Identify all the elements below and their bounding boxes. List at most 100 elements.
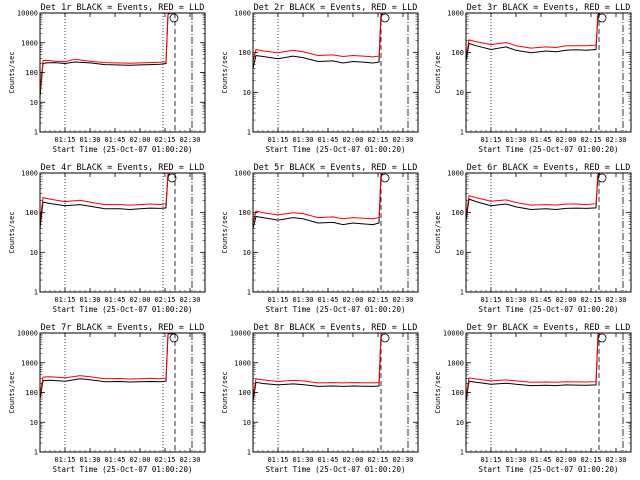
y-tick-label: 1000 xyxy=(21,170,38,178)
series-line-lld xyxy=(40,13,175,94)
x-tick-label: 02:15 xyxy=(580,296,601,304)
x-tick-label: 01:30 xyxy=(79,456,100,464)
chart-svg: Det 5r BLACK = Events, RED = LLD 01:15 01:… xyxy=(221,163,419,314)
y-tick-label: 10 xyxy=(30,419,38,427)
chart-panel: Det 6r BLACK = Events, RED = LLD 01:15 01:… xyxy=(426,160,639,320)
series-line-lld xyxy=(466,333,601,398)
plot-frame xyxy=(39,172,206,293)
x-tick-label: 02:00 xyxy=(555,456,576,464)
chart-panel: Det 9r BLACK = Events, RED = LLD 01:15 01:… xyxy=(426,320,639,480)
y-tick-label: 10 xyxy=(456,249,464,257)
x-tick-label: 02:15 xyxy=(367,456,388,464)
x-tick-label: 01:30 xyxy=(505,136,526,144)
x-tick-label: 02:00 xyxy=(555,136,576,144)
y-tick-label: 100 xyxy=(238,389,251,397)
y-tick-label: 1 xyxy=(34,289,38,297)
y-axis-label: Counts/sec xyxy=(8,211,16,253)
x-axis-label: Start Time (25-Oct-07 01:00:20) xyxy=(479,145,619,154)
y-tick-label: 1 xyxy=(460,289,464,297)
series-line-events xyxy=(40,333,175,400)
y-tick-label: 100 xyxy=(238,209,251,217)
y-tick-label: 1000 xyxy=(234,359,251,367)
series-line-events xyxy=(253,173,384,229)
y-tick-label: 1 xyxy=(247,129,251,137)
y-tick-label: 1 xyxy=(247,449,251,457)
chart-svg: Det 2r BLACK = Events, RED = LLD 01:15 01:… xyxy=(221,3,419,154)
y-tick-label: 1000 xyxy=(21,359,38,367)
x-tick-label: 01:30 xyxy=(292,456,313,464)
x-tick-label: 01:30 xyxy=(292,136,313,144)
plot-frame xyxy=(39,332,206,453)
x-tick-label: 01:45 xyxy=(104,136,125,144)
chart-title: Det 7r BLACK = Events, RED = LLD xyxy=(41,323,205,333)
flag-marker xyxy=(380,13,390,23)
y-tick-label: 10 xyxy=(456,419,464,427)
x-tick-label: 02:30 xyxy=(179,296,200,304)
y-tick-label: 1 xyxy=(34,449,38,457)
x-tick-label: 02:15 xyxy=(154,136,175,144)
y-axis-label: Counts/sec xyxy=(221,371,229,413)
flag-marker xyxy=(380,333,390,343)
y-tick-label: 100 xyxy=(25,209,38,217)
y-tick-label: 1000 xyxy=(234,170,251,178)
chart-title: Det 3r BLACK = Events, RED = LLD xyxy=(467,3,631,13)
x-tick-label: 01:30 xyxy=(79,136,100,144)
series-line-lld xyxy=(40,333,175,396)
x-tick-label: 02:00 xyxy=(129,296,150,304)
y-tick-label: 1 xyxy=(247,289,251,297)
series-line-events xyxy=(466,13,601,62)
x-axis-label: Start Time (25-Oct-07 01:00:20) xyxy=(266,305,406,314)
x-tick-label: 01:15 xyxy=(267,136,288,144)
x-tick-label: 01:15 xyxy=(54,136,75,144)
series-line-lld xyxy=(253,333,384,398)
chart-svg: Det 9r BLACK = Events, RED = LLD 01:15 01:… xyxy=(434,323,632,474)
x-tick-label: 02:30 xyxy=(605,136,626,144)
x-axis-label: Start Time (25-Oct-07 01:00:20) xyxy=(53,465,193,474)
chart-panel: Det 8r BLACK = Events, RED = LLD 01:15 01:… xyxy=(213,320,426,480)
x-tick-label: 02:00 xyxy=(555,296,576,304)
chart-panel: Det 7r BLACK = Events, RED = LLD 01:15 01:… xyxy=(0,320,213,480)
y-tick-label: 1 xyxy=(460,129,464,137)
y-tick-label: 1 xyxy=(34,129,38,137)
x-tick-label: 01:45 xyxy=(530,456,551,464)
x-tick-label: 02:00 xyxy=(129,456,150,464)
flag-marker xyxy=(380,173,390,183)
series-line-lld xyxy=(466,173,600,217)
x-axis-label: Start Time (25-Oct-07 01:00:20) xyxy=(479,465,619,474)
x-tick-label: 02:15 xyxy=(367,136,388,144)
x-tick-label: 02:00 xyxy=(342,296,363,304)
x-tick-label: 01:45 xyxy=(530,296,551,304)
chart-panel: Det 1r BLACK = Events, RED = LLD 01:15 01:… xyxy=(0,0,213,160)
x-tick-label: 02:30 xyxy=(392,456,413,464)
x-axis-label: Start Time (25-Oct-07 01:00:20) xyxy=(266,465,406,474)
x-tick-label: 02:30 xyxy=(605,456,626,464)
x-tick-label: 02:00 xyxy=(129,136,150,144)
x-tick-label: 01:15 xyxy=(54,296,75,304)
x-axis-label: Start Time (25-Oct-07 01:00:20) xyxy=(53,145,193,154)
y-tick-label: 10000 xyxy=(17,330,38,338)
y-tick-label: 100 xyxy=(25,69,38,77)
series-line-events xyxy=(40,13,175,98)
chart-panel: Det 2r BLACK = Events, RED = LLD 01:15 01:… xyxy=(213,0,426,160)
y-axis-label: Counts/sec xyxy=(8,371,16,413)
chart-title: Det 8r BLACK = Events, RED = LLD xyxy=(254,323,418,333)
x-tick-label: 01:30 xyxy=(505,456,526,464)
flag-marker xyxy=(597,173,607,183)
x-tick-label: 02:30 xyxy=(605,296,626,304)
y-tick-label: 100 xyxy=(451,389,464,397)
y-tick-label: 10000 xyxy=(230,330,251,338)
y-axis-label: Counts/sec xyxy=(221,211,229,253)
y-tick-label: 10 xyxy=(243,249,251,257)
x-tick-label: 01:45 xyxy=(317,456,338,464)
plot-frame xyxy=(252,12,419,133)
plot-frame xyxy=(39,12,206,133)
y-tick-label: 100 xyxy=(451,49,464,57)
plot-frame xyxy=(252,332,419,453)
x-tick-label: 02:30 xyxy=(392,136,413,144)
chart-svg: Det 8r BLACK = Events, RED = LLD 01:15 01:… xyxy=(221,323,419,474)
x-axis-label: Start Time (25-Oct-07 01:00:20) xyxy=(53,305,193,314)
chart-title: Det 4r BLACK = Events, RED = LLD xyxy=(41,163,205,173)
x-axis-label: Start Time (25-Oct-07 01:00:20) xyxy=(266,145,406,154)
x-tick-label: 02:15 xyxy=(580,136,601,144)
